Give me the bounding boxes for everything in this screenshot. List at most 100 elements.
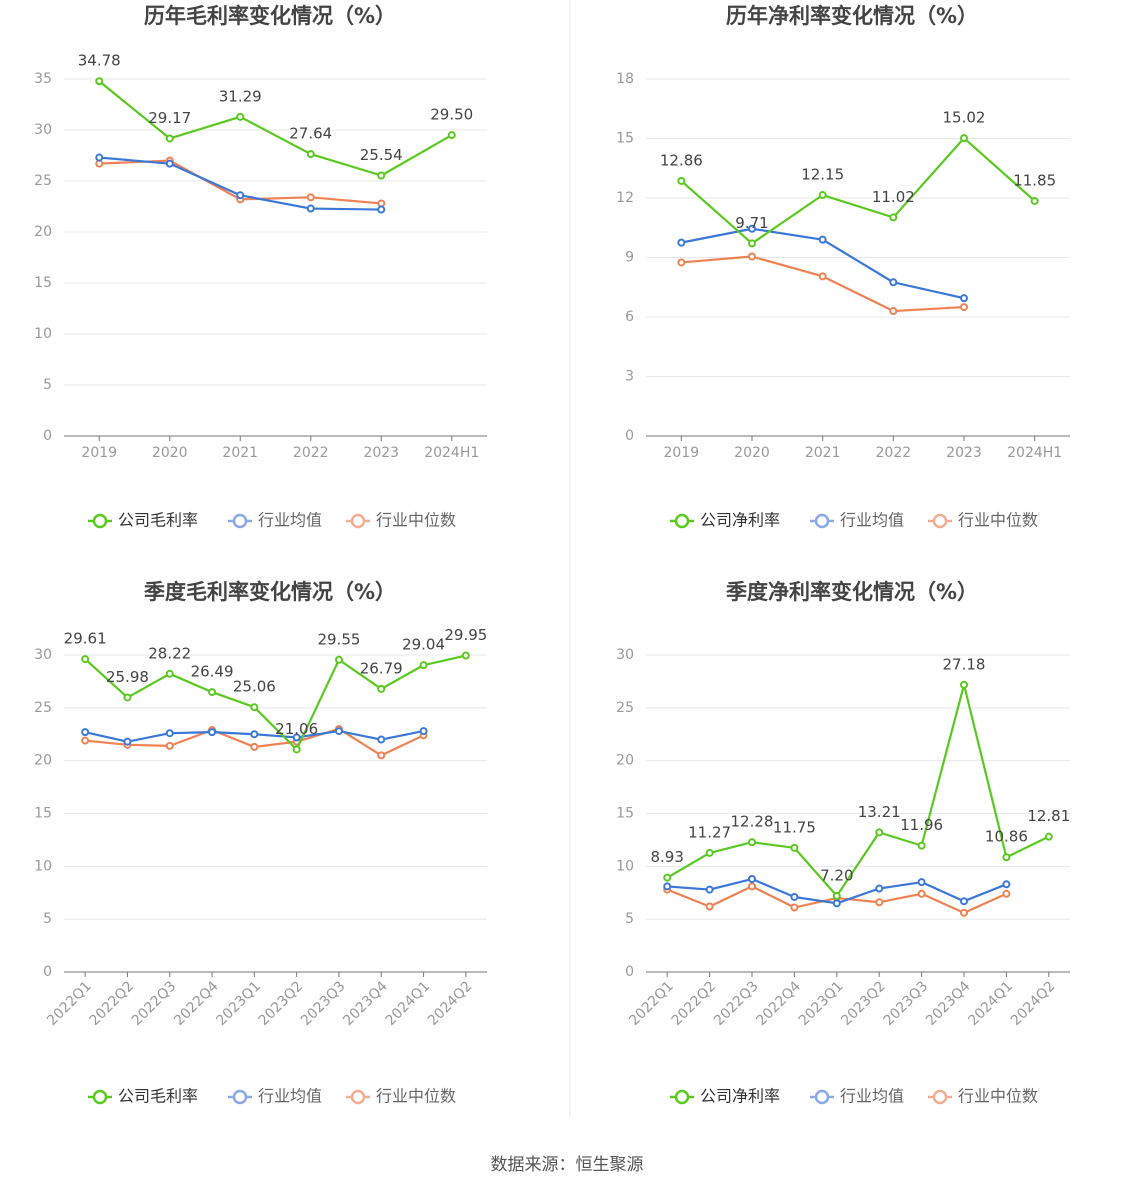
data-point-company[interactable]	[875, 828, 884, 837]
data-point-avg[interactable]	[818, 235, 827, 244]
data-point-median[interactable]	[377, 751, 386, 760]
data-point-avg[interactable]	[960, 294, 968, 303]
data-point-company[interactable]	[1002, 853, 1011, 862]
data-point-avg[interactable]	[790, 892, 799, 901]
data-point-avg[interactable]	[748, 224, 756, 233]
legend-item-avg[interactable]: 行业均值	[228, 1087, 322, 1106]
data-point-company[interactable]	[1044, 832, 1053, 841]
data-point-median[interactable]	[790, 903, 799, 912]
data-point-avg[interactable]	[250, 730, 259, 739]
data-point-avg[interactable]	[334, 727, 343, 736]
data-point-company[interactable]	[889, 213, 898, 222]
data-point-median[interactable]	[917, 889, 926, 898]
data-point-median[interactable]	[889, 307, 898, 316]
series-line-company	[84, 654, 467, 751]
data-point-company[interactable]	[334, 655, 343, 664]
data-point-company[interactable]	[236, 112, 245, 121]
data-point-company[interactable]	[95, 77, 104, 86]
data-point-company[interactable]	[165, 669, 174, 678]
data-point-company[interactable]	[960, 134, 968, 143]
data-point-company[interactable]	[663, 873, 672, 882]
x-tick-label: 2020	[152, 445, 188, 461]
data-point-avg[interactable]	[377, 205, 386, 214]
data-point-company[interactable]	[677, 176, 686, 185]
data-point-median[interactable]	[960, 908, 968, 917]
legend-item-company[interactable]: 公司净利率	[670, 1087, 780, 1106]
data-point-company[interactable]	[832, 891, 841, 900]
data-point-avg[interactable]	[832, 899, 841, 908]
data-label: 11.02	[872, 188, 915, 206]
data-point-company[interactable]	[748, 239, 756, 248]
data-point-company[interactable]	[292, 745, 301, 754]
legend-item-median[interactable]: 行业中位数	[928, 1087, 1038, 1106]
data-point-median[interactable]	[705, 902, 714, 911]
data-point-company[interactable]	[306, 150, 315, 159]
data-point-company[interactable]	[419, 661, 428, 670]
data-point-company[interactable]	[447, 131, 456, 140]
data-point-company[interactable]	[1030, 196, 1039, 205]
data-point-median[interactable]	[818, 272, 827, 281]
legend-item-avg[interactable]: 行业均值	[228, 511, 322, 530]
data-point-avg[interactable]	[419, 727, 428, 736]
data-point-avg[interactable]	[875, 884, 884, 893]
legend-item-median[interactable]: 行业中位数	[928, 511, 1038, 530]
data-point-avg[interactable]	[236, 191, 245, 200]
legend-item-company[interactable]: 公司毛利率	[88, 511, 198, 530]
data-point-avg[interactable]	[292, 733, 301, 742]
data-point-avg[interactable]	[123, 737, 132, 746]
data-point-company[interactable]	[960, 680, 968, 689]
data-point-company[interactable]	[748, 838, 756, 847]
data-point-company[interactable]	[705, 848, 714, 857]
data-point-median[interactable]	[677, 258, 686, 267]
data-point-median[interactable]	[1002, 889, 1011, 898]
data-point-avg[interactable]	[208, 728, 217, 737]
x-tick-label: 2022Q2	[87, 978, 138, 1029]
data-point-avg[interactable]	[165, 729, 174, 738]
data-point-avg[interactable]	[1002, 880, 1011, 889]
data-point-company[interactable]	[461, 651, 470, 660]
data-point-avg[interactable]	[165, 159, 174, 168]
data-point-avg[interactable]	[705, 885, 714, 894]
data-point-median[interactable]	[306, 193, 315, 202]
data-point-avg[interactable]	[960, 897, 968, 906]
data-point-company[interactable]	[377, 684, 386, 693]
data-point-company[interactable]	[818, 191, 827, 200]
data-point-avg[interactable]	[306, 204, 315, 213]
data-point-avg[interactable]	[663, 882, 672, 891]
data-point-median[interactable]	[748, 252, 756, 261]
data-point-median[interactable]	[748, 882, 756, 891]
y-tick-label: 15	[616, 806, 634, 822]
data-point-median[interactable]	[875, 898, 884, 907]
data-point-avg[interactable]	[917, 878, 926, 887]
data-point-avg[interactable]	[95, 153, 104, 162]
legend: 公司净利率 行业均值 行业中位数	[670, 1087, 1038, 1106]
data-point-company[interactable]	[208, 688, 217, 697]
data-point-company[interactable]	[123, 693, 132, 702]
legend-item-avg[interactable]: 行业均值	[810, 1087, 904, 1106]
x-tick-label: 2022Q1	[626, 978, 677, 1029]
data-point-median[interactable]	[81, 736, 90, 745]
series-avg	[677, 224, 968, 303]
data-point-company[interactable]	[165, 134, 174, 143]
data-point-avg[interactable]	[889, 278, 898, 287]
data-point-avg[interactable]	[81, 728, 90, 737]
data-point-company[interactable]	[250, 703, 259, 712]
data-point-avg[interactable]	[748, 875, 756, 884]
data-label: 26.79	[360, 659, 403, 677]
data-point-company[interactable]	[377, 171, 386, 180]
legend-item-avg[interactable]: 行业均值	[810, 511, 904, 530]
data-point-median[interactable]	[250, 742, 259, 751]
legend-item-company[interactable]: 公司毛利率	[88, 1087, 198, 1106]
data-point-median[interactable]	[960, 303, 968, 312]
legend-item-company[interactable]: 公司净利率	[670, 511, 780, 530]
legend-item-median[interactable]: 行业中位数	[346, 511, 456, 530]
legend-item-median[interactable]: 行业中位数	[346, 1087, 456, 1106]
data-point-company[interactable]	[81, 655, 90, 664]
data-point-median[interactable]	[165, 741, 174, 750]
data-point-median[interactable]	[95, 159, 104, 168]
data-point-company[interactable]	[790, 843, 799, 852]
data-point-avg[interactable]	[377, 735, 386, 744]
data-point-median[interactable]	[377, 199, 386, 208]
data-point-company[interactable]	[917, 841, 926, 850]
data-point-avg[interactable]	[677, 238, 686, 247]
